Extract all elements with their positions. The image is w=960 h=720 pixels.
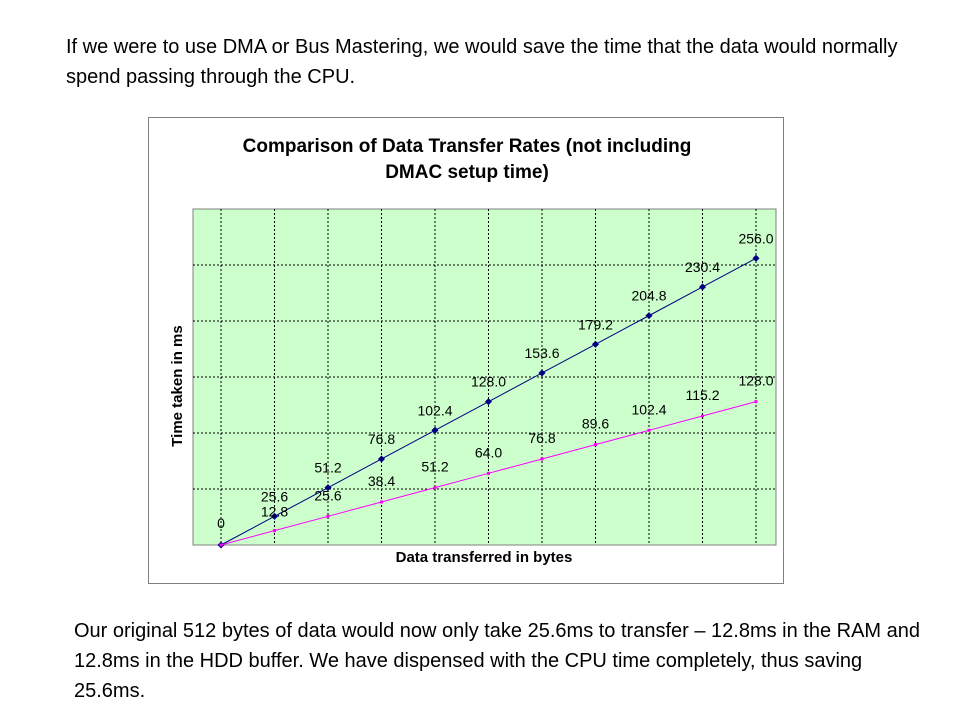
data-point — [270, 512, 279, 520]
data-point — [219, 543, 223, 547]
data-label: 38.4 — [368, 473, 395, 489]
data-label: 102.4 — [631, 401, 666, 417]
chart-title-line-1: Comparison of Data Transfer Rates (not i… — [243, 136, 692, 157]
data-label: 89.6 — [582, 416, 609, 432]
data-point — [326, 514, 330, 518]
x-axis-title: Data transferred in bytes — [396, 549, 573, 566]
data-point — [647, 428, 651, 432]
data-label: 0 — [217, 515, 225, 531]
data-point — [594, 443, 597, 447]
data-label: 25.6 — [261, 488, 288, 504]
line-chart: Comparison of Data Transfer Rates (not i… — [169, 136, 777, 566]
data-point — [380, 500, 383, 504]
y-axis-title: Time taken in ms — [169, 325, 186, 446]
data-label: 230.4 — [685, 259, 720, 275]
data-point — [484, 398, 493, 406]
data-label: 153.6 — [524, 345, 559, 361]
series-lines — [217, 254, 760, 549]
data-label: 256.0 — [738, 230, 773, 246]
data-point — [487, 471, 490, 475]
data-point — [540, 457, 544, 461]
data-point — [431, 426, 439, 434]
data-label: 204.8 — [631, 288, 666, 304]
data-label: 128.0 — [471, 374, 506, 390]
data-label: 12.8 — [261, 504, 288, 520]
data-label: 102.4 — [417, 402, 452, 418]
data-point — [433, 486, 437, 490]
data-label: 64.0 — [475, 444, 502, 460]
data-label: 76.8 — [528, 430, 555, 446]
data-point — [538, 369, 546, 377]
data-point — [377, 455, 386, 463]
summary-paragraph: Our original 512 bytes of data would now… — [74, 620, 921, 702]
data-label: 25.6 — [314, 487, 341, 503]
data-label: 51.2 — [421, 459, 448, 475]
chart-area: Comparison of Data Transfer Rates (not i… — [148, 117, 784, 584]
data-point — [701, 414, 704, 418]
data-label: 51.2 — [314, 460, 341, 476]
data-point — [273, 529, 276, 533]
data-label: 128.0 — [738, 373, 773, 389]
data-point — [645, 312, 653, 320]
data-point — [752, 254, 760, 262]
data-label: 76.8 — [368, 431, 395, 447]
data-point — [698, 283, 707, 291]
data-labels: 0 25.6 51.2 76.8 102.4 128.0 153.6 179.2 204.8 23… — [217, 230, 774, 531]
gridlines — [193, 209, 776, 545]
data-label: 179.2 — [578, 316, 613, 332]
data-point — [754, 400, 758, 404]
intro-paragraph: If we were to use DMA or Bus Mastering, … — [66, 36, 898, 88]
chart-title-line-2: DMAC setup time) — [385, 162, 549, 183]
data-label: 115.2 — [686, 387, 720, 403]
data-point — [591, 340, 600, 348]
data-point — [324, 484, 332, 492]
